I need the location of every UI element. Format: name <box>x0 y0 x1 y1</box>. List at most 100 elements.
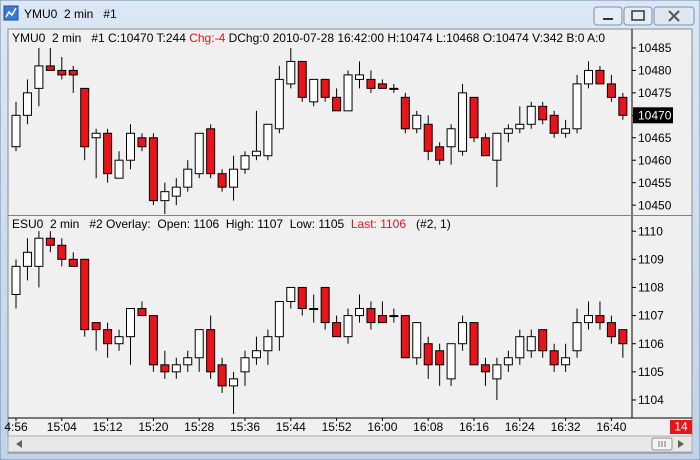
candle-down <box>80 87 90 148</box>
header-part: YMU0 2 min #1 C:10470 T:244 <box>12 31 189 45</box>
candle-down <box>68 258 78 267</box>
candle-down <box>91 322 101 331</box>
candle-up <box>251 150 261 157</box>
candle-down <box>618 96 628 116</box>
candle-up <box>229 168 239 188</box>
y-tick-label: 1110 <box>638 224 663 238</box>
candle-down <box>400 96 410 130</box>
candle-up <box>389 87 399 90</box>
candle-down <box>57 244 67 260</box>
candle-up <box>263 123 273 157</box>
y-tick-label: 1105 <box>638 365 664 379</box>
candle-up <box>183 357 193 366</box>
minimize-button[interactable] <box>593 6 623 26</box>
candle-down <box>148 137 158 202</box>
y-tick-label: 10460 <box>638 153 672 167</box>
candle-up <box>194 132 204 175</box>
pane-header: ESU0 2 min #2 Overlay: Open: 1106 High: … <box>12 217 451 231</box>
maximize-glyph <box>631 10 645 21</box>
candle-up <box>515 123 525 130</box>
candle-up <box>274 301 284 338</box>
candle-up <box>34 237 44 267</box>
header-part: DChg:0 2010-07-28 16:42:00 H:10474 L:104… <box>225 31 605 45</box>
last-price-box <box>633 107 673 124</box>
candle-down <box>320 78 330 98</box>
candle-up <box>114 336 124 345</box>
candle-up <box>309 78 319 103</box>
thumb-grip <box>658 441 666 447</box>
candle-up <box>114 159 124 179</box>
candle-up <box>355 308 364 317</box>
candle-up <box>240 155 250 170</box>
header-part: (#2, 1) <box>406 217 451 231</box>
scrollbar[interactable] <box>7 435 693 453</box>
badge: 14 <box>674 420 688 434</box>
candle-up <box>572 322 582 352</box>
candle-down <box>538 105 548 121</box>
candle-down <box>435 146 445 161</box>
candle-up <box>503 128 513 134</box>
candle-up <box>584 69 593 85</box>
candle-up <box>11 114 21 148</box>
x-tick-label: 15:04 <box>47 420 77 434</box>
candle-up <box>194 329 204 359</box>
candle-down <box>549 350 559 366</box>
candle-down <box>320 286 330 324</box>
candle-up <box>229 378 239 387</box>
candle-up <box>343 74 353 112</box>
window-buttons[interactable] <box>593 6 695 26</box>
x-tick-label: 15:20 <box>138 420 168 434</box>
candle-down <box>297 286 307 310</box>
candle-up <box>160 191 170 202</box>
candle-up <box>412 322 422 359</box>
candle-down <box>206 128 216 175</box>
candle-up <box>183 168 193 188</box>
candle-down <box>595 315 605 324</box>
y-tick-label: 1109 <box>638 252 664 266</box>
candle-up <box>309 308 319 311</box>
candle-up <box>286 60 296 85</box>
plot-area: YMU0 2 min #1 C:10470 T:244 Chg:-4 DChg:… <box>11 31 628 415</box>
candle-up <box>515 336 525 359</box>
y-tick-label: 1107 <box>638 309 664 323</box>
y-tick-label: 10475 <box>638 86 672 100</box>
candle-down <box>45 237 55 246</box>
candle-up <box>126 308 135 338</box>
candle-up <box>492 364 502 380</box>
candle-down <box>45 65 55 71</box>
candle-down <box>400 315 410 359</box>
window-title: YMU0 2 min #1 <box>24 7 117 21</box>
candle-down <box>137 137 147 148</box>
maximize-button[interactable] <box>623 6 653 26</box>
candle-down <box>435 350 445 366</box>
candle-down <box>332 96 342 112</box>
candle-up <box>355 74 364 80</box>
close-glyph <box>668 10 680 22</box>
candle-up <box>389 315 399 318</box>
x-tick-label: 15:36 <box>230 420 260 434</box>
candle-up <box>561 357 571 366</box>
x-tick-label: 16:40 <box>596 420 626 434</box>
candle-down <box>423 343 433 366</box>
candle-up <box>492 132 502 161</box>
x-tick-label: 15:28 <box>184 420 214 434</box>
candle-up <box>561 128 571 134</box>
candle-down <box>480 137 490 157</box>
candle-up <box>446 128 456 148</box>
candle-down <box>538 329 548 352</box>
candle-up <box>251 350 261 359</box>
candle-down <box>217 173 227 188</box>
x-tick-label: 4:56 <box>4 420 28 434</box>
candle-up <box>22 251 32 267</box>
candle-down <box>297 60 307 98</box>
candle-up <box>171 186 181 197</box>
scroll-right[interactable] <box>678 440 684 448</box>
candle-up <box>11 265 21 295</box>
y-tick-label: 10450 <box>638 198 672 212</box>
scroll-left[interactable] <box>16 440 22 448</box>
x-tick-label: 16:16 <box>459 420 489 434</box>
y-tick-label: 10455 <box>638 176 672 190</box>
y-tick-label: 1106 <box>638 337 664 351</box>
y-tick-label: 10485 <box>638 41 672 55</box>
